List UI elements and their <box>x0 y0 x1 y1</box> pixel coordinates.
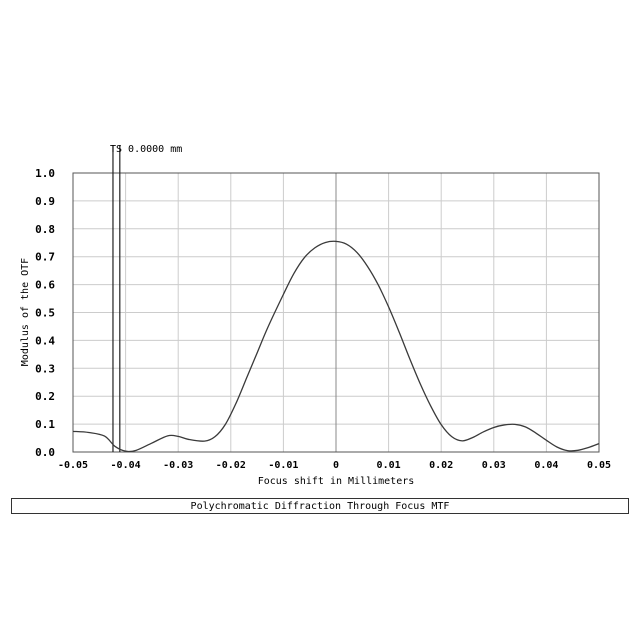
x-tick-label: -0.03 <box>163 460 193 471</box>
chart-title-box: Polychromatic Diffraction Through Focus … <box>11 498 629 514</box>
x-tick-label: 0.05 <box>587 460 611 471</box>
x-tick-label: 0 <box>333 460 339 471</box>
ts-annotation: TS 0.0000 mm <box>110 144 182 155</box>
y-tick-label: 0.5 <box>35 307 55 320</box>
y-tick-label: 0.7 <box>35 251 55 264</box>
x-tick-labels: -0.05 -0.04 -0.03 -0.02 -0.01 0 0.01 0.02 0.03 0.… <box>58 460 611 471</box>
x-tick-label: 0.03 <box>482 460 506 471</box>
y-tick-label: 0.0 <box>35 446 55 459</box>
x-tick-label: -0.02 <box>216 460 246 471</box>
x-tick-label: 0.01 <box>377 460 401 471</box>
y-tick-label: 0.2 <box>35 390 55 403</box>
y-tick-label: 1.0 <box>35 167 55 180</box>
y-tick-label: 0.9 <box>35 195 55 208</box>
x-tick-label: -0.04 <box>111 460 141 471</box>
x-tick-label: -0.01 <box>268 460 298 471</box>
y-tick-label: 0.1 <box>35 418 55 431</box>
x-axis-label: Focus shift in Millimeters <box>258 476 415 487</box>
x-tick-label: 0.04 <box>534 460 558 471</box>
y-tick-label: 0.3 <box>35 362 55 375</box>
y-tick-label: 0.8 <box>35 223 55 236</box>
x-tick-label: 0.02 <box>429 460 453 471</box>
x-tick-label: -0.05 <box>58 460 88 471</box>
y-tick-label: 0.6 <box>35 279 55 292</box>
y-tick-labels: 0.0 0.1 0.2 0.3 0.4 0.5 0.6 0.7 0.8 0.9 1.0 <box>35 167 55 459</box>
chart-title: Polychromatic Diffraction Through Focus … <box>191 501 450 512</box>
y-axis-label: Modulus of the OTF <box>20 258 31 366</box>
y-tick-label: 0.4 <box>35 334 55 347</box>
